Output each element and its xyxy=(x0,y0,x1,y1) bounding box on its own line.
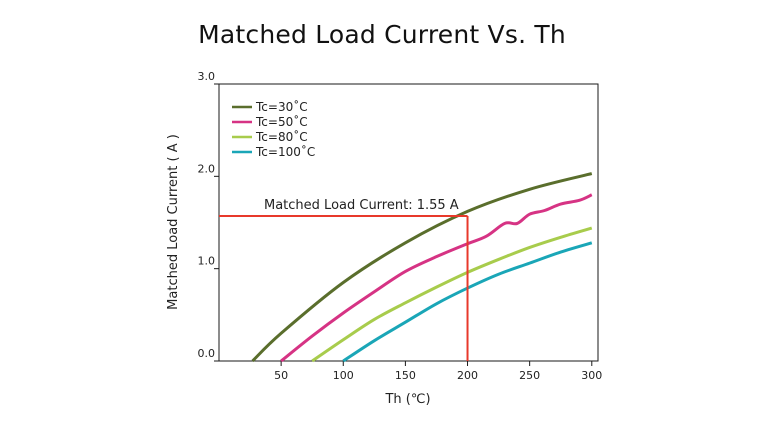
x-tick-label: 150 xyxy=(395,369,416,382)
x-tick-label: 300 xyxy=(581,369,602,382)
y-tick-label: 0.0 xyxy=(198,347,216,360)
y-axis-label: Matched Load Current ( A ) xyxy=(166,134,181,310)
x-tick-label: 100 xyxy=(333,369,354,382)
x-tick-label: 200 xyxy=(457,369,478,382)
x-tick-label: 50 xyxy=(274,369,288,382)
x-axis-label: Th (℃) xyxy=(384,392,430,407)
legend-label-2: Tc=80˚C xyxy=(255,129,308,144)
y-tick-label: 1.0 xyxy=(198,255,216,268)
legend: Tc=30˚CTc=50˚CTc=80˚CTc=100˚C xyxy=(232,99,315,159)
chart-title: Matched Load Current Vs. Th xyxy=(198,20,566,49)
annotation-text: Matched Load Current: 1.55 A xyxy=(264,198,459,213)
ticks-layer: 50 100 150 200 250 300 0.0 1.0 2.0 3.0 xyxy=(198,70,603,382)
y-tick-label: 3.0 xyxy=(198,70,216,83)
annotation-layer: Matched Load Current: 1.55 A xyxy=(219,198,469,361)
series-line-2 xyxy=(311,226,593,363)
plot-frame xyxy=(218,83,599,362)
x-tick-label: 250 xyxy=(519,369,540,382)
legend-label-3: Tc=100˚C xyxy=(255,144,315,159)
series-line-1 xyxy=(280,193,593,363)
series-line-0 xyxy=(251,172,593,363)
legend-label-1: Tc=50˚C xyxy=(255,114,308,129)
legend-label-0: Tc=30˚C xyxy=(255,99,308,114)
y-tick-label: 2.0 xyxy=(198,162,216,175)
